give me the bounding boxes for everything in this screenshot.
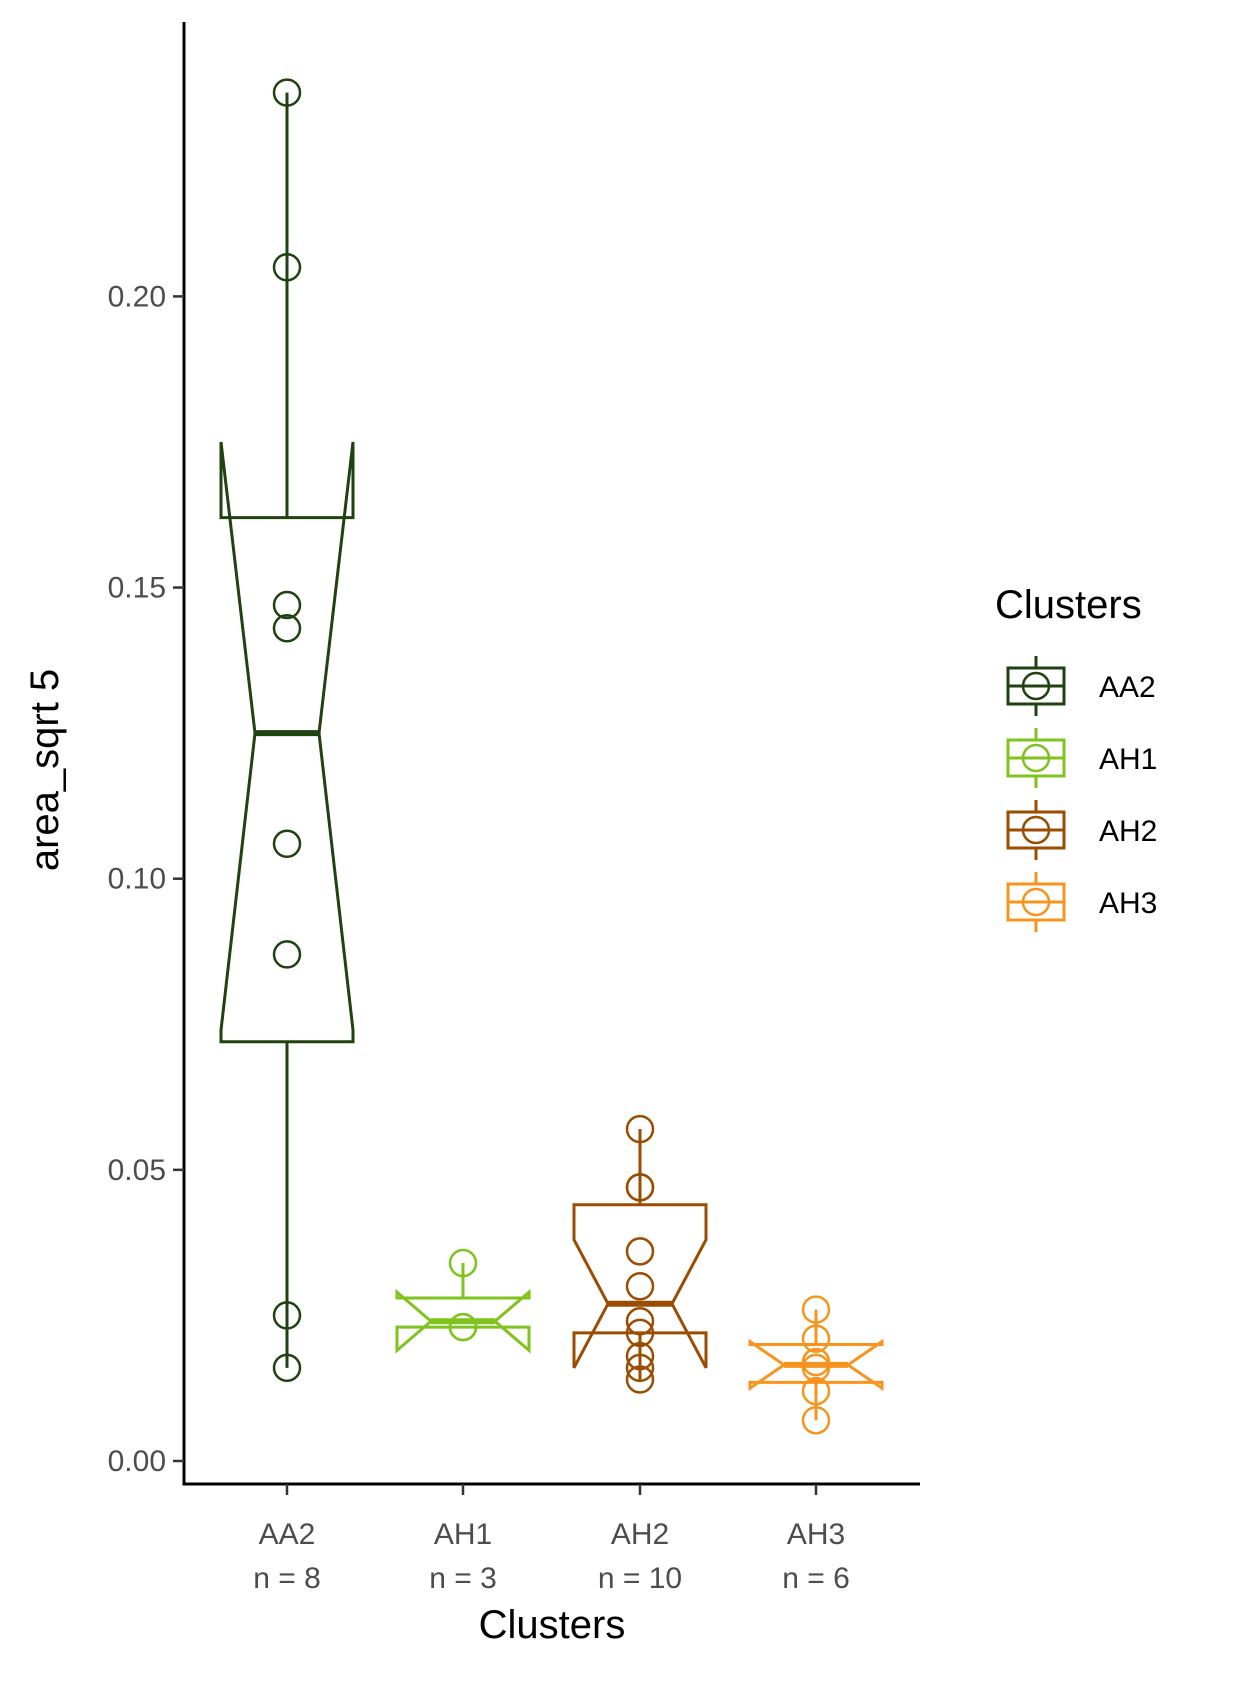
data-point: [625, 1353, 655, 1383]
legend-key-point: [1021, 743, 1051, 773]
x-axis-ticks: AA2 n = 8 AH1 n = 3 AH2 n = 10 AH3 n = 6: [253, 1484, 850, 1595]
y-tick-label: 0.15: [108, 572, 166, 605]
y-axis-ticks: 0.00 0.05 0.10 0.15 0.20: [108, 280, 184, 1478]
y-tick-label: 0.20: [108, 280, 166, 313]
x-tick-count-label: n = 3: [429, 1562, 497, 1595]
data-point: [625, 1306, 655, 1336]
data-point: [272, 78, 302, 107]
legend-label: AH1: [1099, 743, 1157, 776]
data-point: [625, 1341, 655, 1371]
x-tick-count-label: n = 6: [782, 1562, 850, 1595]
legend-item-ah3: AH3: [1006, 872, 1157, 932]
legend-item-ah2: AH2: [1006, 800, 1157, 860]
legend: Clusters AA2 AH1 AH2 AH3: [995, 583, 1157, 932]
legend-item-ah1: AH1: [1006, 728, 1157, 788]
box-aa2: [219, 78, 355, 1383]
data-point: [448, 1312, 478, 1342]
legend-title: Clusters: [995, 583, 1142, 627]
data-point: [801, 1405, 831, 1435]
y-tick-label: 0.00: [108, 1445, 166, 1478]
data-point: [625, 1237, 655, 1266]
y-axis-title: area_sqrt 5: [23, 669, 67, 871]
legend-key: [1006, 728, 1066, 788]
data-point: [625, 1173, 655, 1202]
box-ah2: [572, 1114, 708, 1394]
legend-key: [1006, 872, 1066, 932]
legend-label: AH3: [1099, 887, 1157, 920]
data-point: [272, 590, 302, 620]
legend-key: [1006, 800, 1066, 860]
x-tick-label: AH1: [434, 1518, 492, 1551]
data-point: [272, 829, 302, 859]
legend-key: [1006, 656, 1066, 716]
data-point: [272, 1301, 302, 1330]
x-tick-label: AH2: [611, 1518, 669, 1551]
legend-label: AA2: [1099, 671, 1156, 704]
box-ah1: [395, 1248, 531, 1354]
data-point: [625, 1114, 655, 1144]
data-point: [272, 1353, 302, 1383]
x-tick-label: AA2: [259, 1518, 316, 1551]
legend-key-point: [1021, 887, 1051, 917]
data-point: [801, 1295, 831, 1324]
data-point: [272, 253, 302, 282]
notched-box: [395, 1288, 531, 1354]
legend-key-point: [1021, 671, 1051, 701]
x-tick-label: AH3: [787, 1518, 845, 1551]
data-point: [801, 1324, 831, 1353]
data-point: [272, 940, 302, 969]
y-tick-label: 0.05: [108, 1154, 166, 1187]
notched-box: [219, 441, 355, 1044]
box-ah3: [748, 1295, 884, 1435]
legend-item-aa2: AA2: [1006, 656, 1156, 716]
data-point: [625, 1318, 655, 1348]
y-tick-label: 0.10: [108, 863, 166, 896]
data-point: [448, 1248, 478, 1278]
x-axis-title: Clusters: [479, 1603, 626, 1647]
notched-box: [572, 1203, 708, 1369]
legend-key-point: [1021, 815, 1051, 845]
legend-label: AH2: [1099, 815, 1157, 848]
data-point: [272, 614, 302, 643]
notched-box: [748, 1338, 884, 1392]
data-point: [801, 1353, 831, 1383]
data-point: [625, 1272, 655, 1301]
data-point: [801, 1376, 831, 1406]
data-point: [625, 1365, 655, 1394]
plot-area: [219, 78, 884, 1435]
x-tick-count-label: n = 10: [598, 1562, 682, 1595]
x-tick-count-label: n = 8: [253, 1562, 321, 1595]
